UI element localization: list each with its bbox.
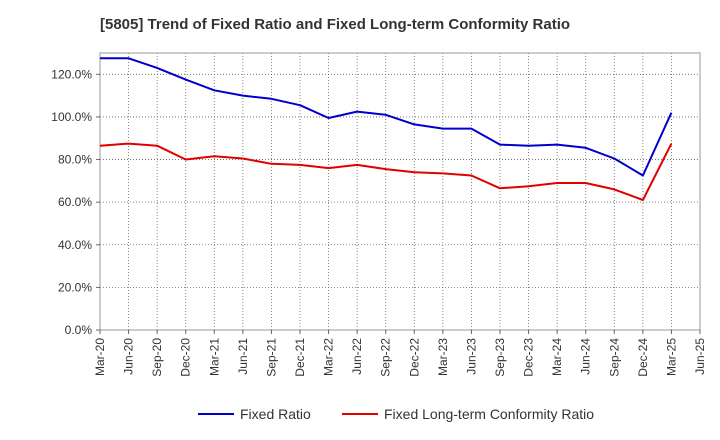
x-tick-label: Dec-22 [407,338,421,377]
x-tick-label: Jun-20 [122,338,136,375]
x-tick-label: Jun-24 [579,338,593,375]
x-tick-label: Sep-20 [150,338,164,377]
axes: 0.0% 20.0% 40.0% 60.0% 80.0% 100.0% 120.0% Mar-… [51,52,707,377]
x-tick-label: Dec-24 [636,338,650,377]
x-tick-label: Jun-22 [350,338,364,375]
y-tick-label: 20.0% [58,280,92,294]
legend-label: Fixed Ratio [240,406,311,422]
y-tick-label: 60.0% [58,195,92,209]
x-tick-label: Jun-21 [236,338,250,375]
x-tick-label: Dec-20 [179,338,193,377]
series-line-1 [99,142,673,201]
grid-lines [100,53,700,330]
x-tick-label: Sep-23 [493,338,507,377]
x-tick-label: Sep-21 [264,338,278,377]
x-tick-label: Mar-23 [436,338,450,376]
x-tick-label: Mar-21 [207,338,221,376]
series-line-0 [100,57,673,177]
y-tick-label: 100.0% [51,110,92,124]
x-tick-label: Jun-23 [464,338,478,375]
plot-frame [99,52,701,331]
x-tick-label: Dec-21 [293,338,307,377]
x-tick-label: Mar-22 [322,338,336,376]
y-tick-label: 120.0% [51,67,92,81]
x-tick-label: Mar-25 [664,338,678,376]
chart-title: [5805] Trend of Fixed Ratio and Fixed Lo… [100,16,571,33]
x-tick-label: Dec-23 [522,338,536,377]
x-tick-label: Sep-22 [379,338,393,377]
y-tick-label: 40.0% [58,238,92,252]
legend-label: Fixed Long-term Conformity Ratio [384,406,594,422]
series-lines [99,57,673,201]
x-tick-label: Mar-20 [93,338,107,376]
legend: Fixed Ratio Fixed Long-term Conformity Ra… [198,406,594,422]
x-tick-label: Sep-24 [607,338,621,377]
y-tick-label: 80.0% [58,153,92,167]
x-tick-label: Mar-24 [550,338,564,376]
y-tick-label: 0.0% [65,323,93,337]
x-tick-label: Jun-25 [693,338,707,375]
